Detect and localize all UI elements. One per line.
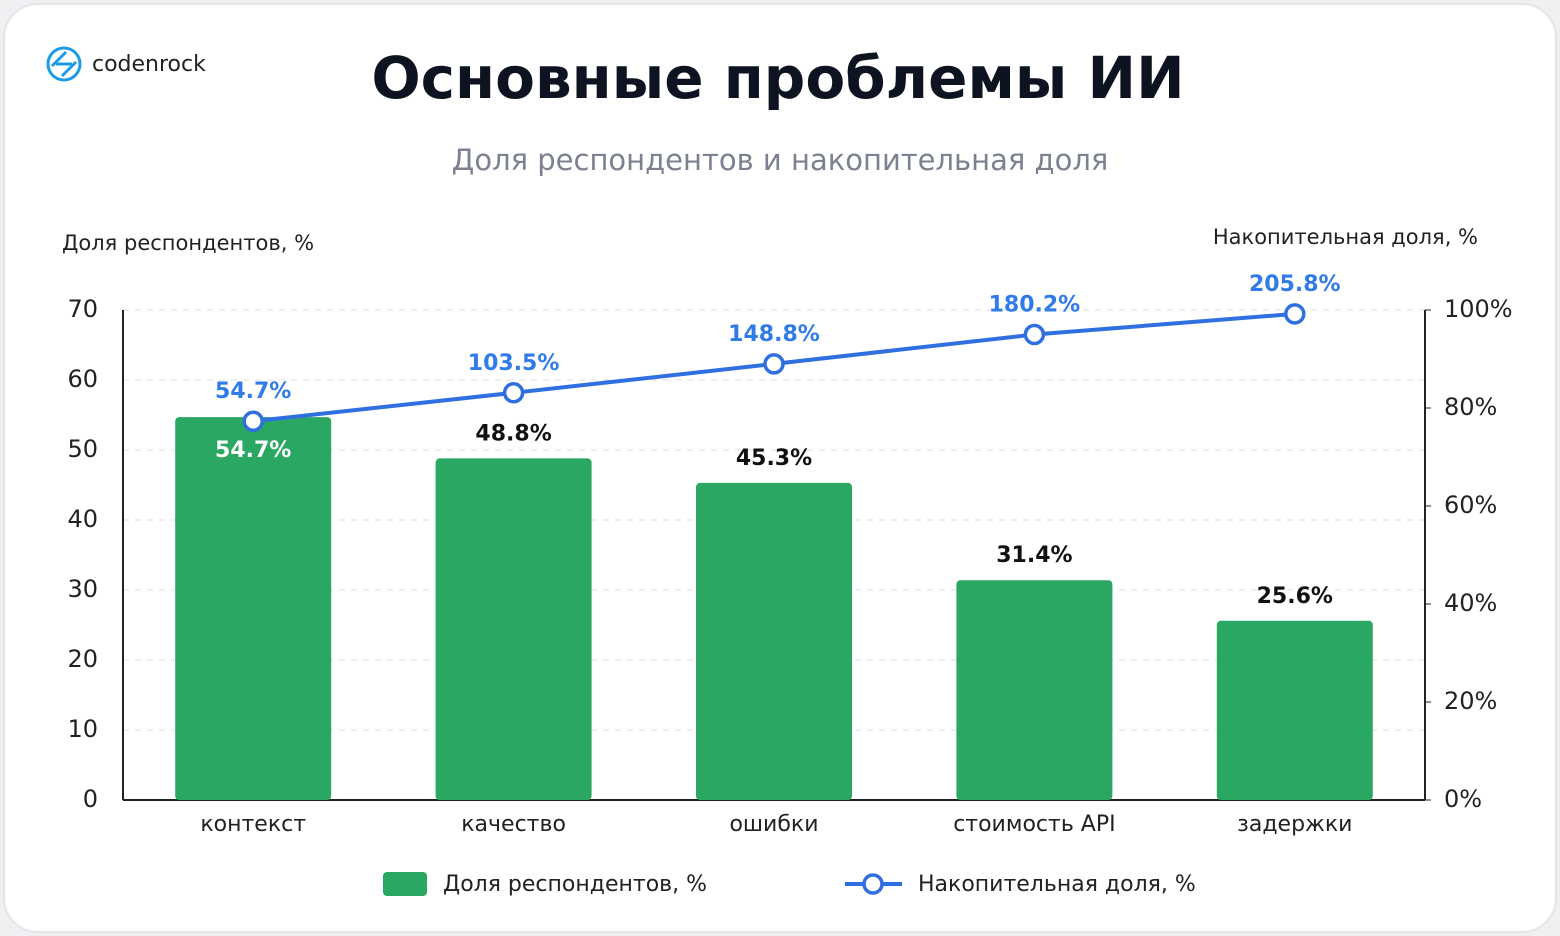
chart-subtitle: Доля респондентов и накопительная доля (452, 143, 1109, 177)
y-tick-label: 20 (67, 645, 98, 673)
bar-value-label: 45.3% (736, 446, 812, 471)
y-tick-label: 10 (67, 715, 98, 743)
legend-label: Накопительная доля, % (918, 872, 1196, 897)
y2-axis-title: Накопительная доля, % (1213, 225, 1478, 249)
line-annotation: 54.7% (215, 379, 291, 404)
y2-tick-label: 60% (1444, 491, 1497, 519)
y2-tick-label: 0% (1444, 785, 1482, 813)
bar (175, 417, 332, 800)
bar (435, 458, 592, 800)
line-marker (763, 353, 785, 375)
line-annotation: 205.8% (1249, 272, 1341, 297)
line-annotation: 180.2% (989, 293, 1081, 318)
x-tick-label: задержки (1237, 812, 1352, 837)
line-annotation: 148.8% (728, 322, 820, 347)
legend-swatch (383, 872, 427, 896)
bar-value-label: 25.6% (1257, 584, 1333, 609)
legend-marker (862, 873, 884, 895)
chart-title: Основные проблемы ИИ (371, 44, 1184, 112)
y2-tick-label: 100% (1444, 295, 1513, 323)
y-axis-title: Доля респондентов, % (62, 231, 314, 255)
bar (696, 482, 852, 800)
y-tick-label: 40 (67, 505, 98, 533)
bar (1216, 620, 1373, 800)
bar-value-label: 48.8% (475, 421, 551, 446)
bar-value-label: 54.7% (215, 438, 291, 463)
line-marker (1284, 303, 1306, 325)
y2-tick-label: 20% (1444, 687, 1497, 715)
legend-label: Доля респондентов, % (443, 872, 707, 897)
y-tick-label: 60 (67, 365, 98, 393)
y-tick-label: 50 (67, 435, 98, 463)
y-tick-label: 70 (67, 295, 98, 323)
bar (956, 580, 1113, 800)
x-tick-label: ошибки (729, 812, 818, 837)
y2-tick-label: 40% (1444, 589, 1497, 617)
card (3, 3, 1557, 933)
line-marker (242, 410, 264, 432)
x-tick-label: качество (461, 812, 566, 837)
line-marker (502, 382, 525, 404)
y-tick-label: 0 (83, 785, 98, 813)
bar-value-label: 31.4% (996, 543, 1072, 568)
line-annotation: 103.5% (468, 351, 560, 376)
x-tick-label: контекст (200, 812, 306, 837)
y2-tick-label: 80% (1444, 393, 1497, 421)
logo: codenrock (92, 52, 206, 77)
logo-icon (46, 46, 82, 82)
line-marker (1023, 323, 1046, 346)
x-tick-label: стоимость API (953, 812, 1115, 837)
y-tick-label: 30 (67, 575, 98, 603)
